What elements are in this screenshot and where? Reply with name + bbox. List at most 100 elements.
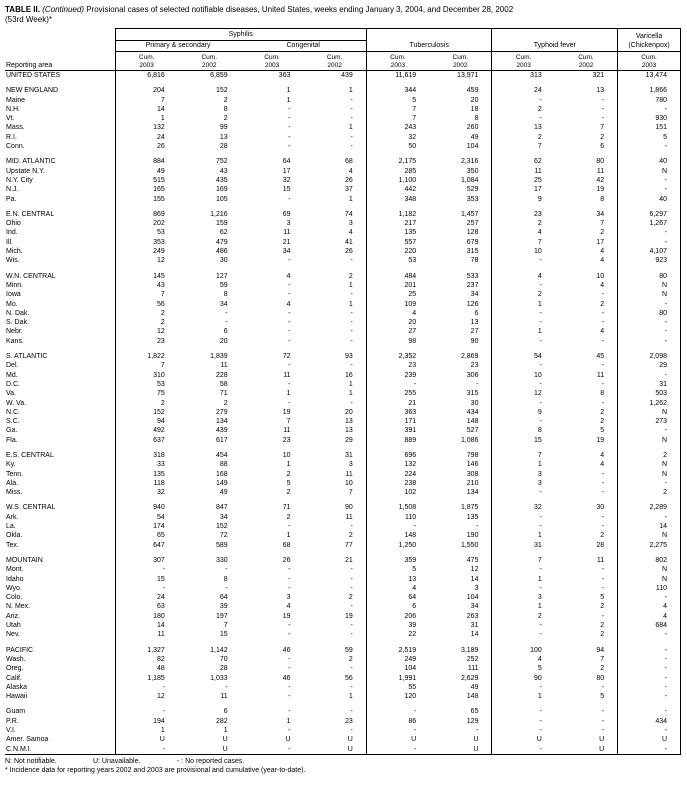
value-cell: 23 [282,436,291,444]
value-cell: 34 [219,300,228,308]
value-cell: 1 [491,460,555,470]
value-cell: 8 [474,115,479,123]
value-cell: 308 [466,470,479,478]
value-cell: 5 [617,132,681,143]
value-cell: 23 [114,336,178,347]
value-cell: 28 [219,143,228,151]
table-row: Nev. 11 15 - - 22 14 - 2 - [5,630,681,640]
value-cell: 5 [600,693,605,701]
value-cell: 3 [491,593,555,603]
value-cell: 798 [466,451,479,459]
value-cell: 1,250 [365,540,430,550]
value-cell: 120 [365,692,430,702]
value-cell: 31 [617,379,681,390]
value-cell: 26 [345,176,353,184]
reporting-area-cell: Hawaii [6,693,28,701]
value-cell: 19 [596,436,605,444]
value-cell: - [288,105,291,113]
value-cell: - [350,708,353,716]
value-cell: - [350,96,353,104]
value-cell: 169 [215,186,228,194]
value-cell: - [617,299,681,309]
value-cell: - [365,726,430,736]
value-cell: 459 [466,87,479,95]
reporting-area-cell: Oreg. [6,665,24,673]
value-cell: - [365,522,430,532]
value-cell: 45 [596,353,605,361]
value-cell: - [114,707,178,717]
value-cell: 23 [491,209,555,220]
value-cell: 617 [215,436,228,444]
value-cell: 2 [600,631,605,639]
value-cell: 4 [286,603,291,611]
footnote-incidence: * Incidence data for reporting years 200… [5,767,306,775]
value-cell: 391 [365,426,430,436]
table-row: C.N.M.I. - U - U - U - U - [5,744,681,755]
value-cell: - [288,380,291,388]
value-cell: 15 [282,186,291,194]
value-cell: 4 [491,228,555,238]
value-cell: 4 [348,167,353,175]
value-cell: 679 [466,238,479,246]
value-cell: 2 [600,229,605,237]
value-cell: U [347,736,353,744]
reporting-area-cell: Guam [6,708,26,716]
value-cell: - [476,380,479,388]
value-cell: N [617,565,681,575]
value-cell: - [350,575,353,583]
value-cell: 9 [491,194,555,204]
value-cell: 475 [466,556,479,564]
value-cell: 7 [600,655,605,663]
value-cell: 5 [365,565,430,575]
section-spacer [5,203,681,210]
value-cell: 28 [596,541,605,549]
cum-header-9: Cum. 2003 [617,51,681,71]
value-cell: 2 [348,532,353,540]
reporting-area-cell: Colo. [6,594,23,602]
value-cell: 7 [114,95,178,105]
value-cell: 2 [617,450,681,461]
value-cell: 7 [491,142,555,152]
value-cell: 29 [345,436,353,444]
value-cell: 8 [223,291,228,299]
reporting-area-cell: E.N. CENTRAL [6,210,55,218]
value-cell: 2 [348,594,353,602]
reporting-area-cell: Mont. [6,566,24,574]
value-cell: 190 [466,532,479,540]
value-cell: - [350,399,353,407]
value-cell: 69 [282,210,291,218]
value-cell: U [365,735,430,745]
value-cell: 315 [466,248,479,256]
value-cell: 1 [286,532,291,540]
table-row: E.S. CENTRAL 318 454 10 31 696 798 7 4 2 [5,450,681,461]
value-cell: - [350,631,353,639]
table-row: W.N. CENTRAL 145 127 4 2 484 533 4 10 80 [5,271,681,281]
table-row: Wis. 12 30 - - 53 78 - 4 923 [5,256,681,266]
table-row: W. Va. 2 2 - - 21 30 - - 1,262 [5,398,681,408]
value-cell: 3 [286,594,291,602]
table-row: N.C. 152 279 19 20 363 434 9 2 N [5,407,681,418]
value-cell: 180 [114,611,178,622]
value-cell: 1 [348,300,353,308]
cum-header-1: Cum. 2003 [114,51,178,71]
cum-header-4: Cum. 2002 [303,51,367,71]
value-cell: 165 [114,185,178,195]
section-spacer [5,151,681,158]
table-title: TABLE II. (Continued) Provisional cases … [5,5,681,25]
value-cell: 39 [219,603,228,611]
value-cell: 12 [470,566,479,574]
value-cell: 149 [215,479,228,487]
value-cell: 4 [286,272,291,280]
value-cell: 146 [466,461,479,469]
value-cell: 26 [114,142,178,152]
value-cell: - [617,228,681,238]
value-cell: 1 [286,87,291,95]
value-cell: 105 [215,195,228,203]
value-cell: 19 [345,612,353,620]
header-cum-row: Reporting area Cum. 2003 Cum. 2002 Cum. … [5,51,681,71]
value-cell: - [350,665,353,673]
value-cell: 62 [219,229,228,237]
value-cell: - [288,328,291,336]
value-cell: 98 [365,336,430,347]
value-cell: 4 [600,328,605,336]
